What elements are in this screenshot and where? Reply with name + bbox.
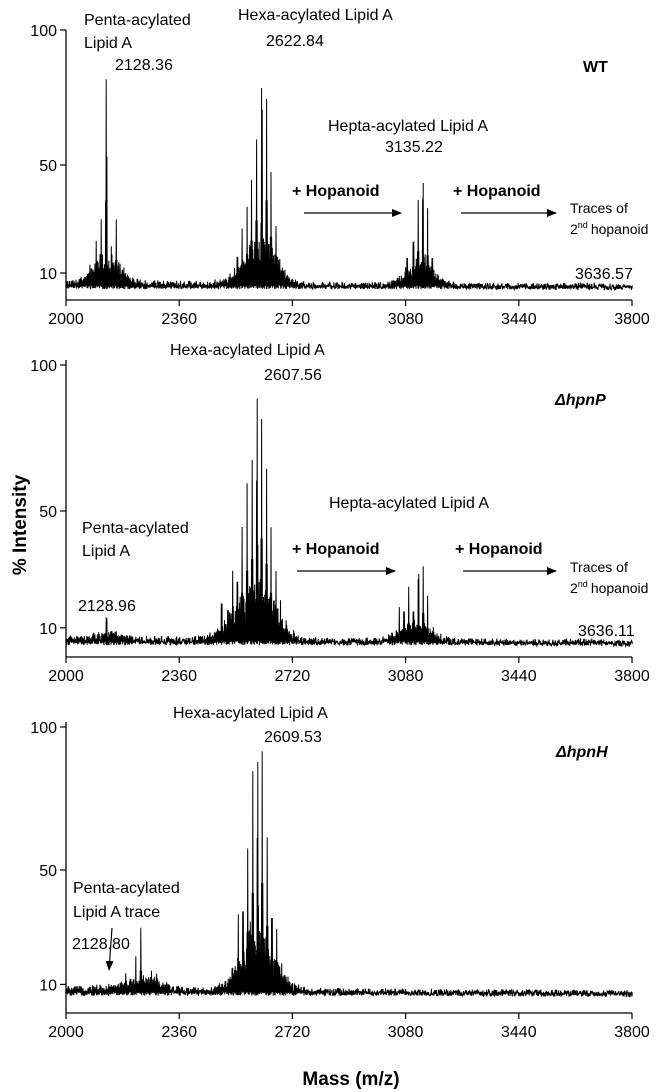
x-tick-label: 2720 xyxy=(275,668,311,685)
peak-label-2622: 2622.84 xyxy=(266,33,324,50)
x-tick-label: 3440 xyxy=(501,1024,537,1041)
panel-hpnh: 2000 2360 2720 3080 3440 3800 10 50 100 Hexa-acy… xyxy=(30,705,650,1041)
hepta-label: Hepta-acylated Lipid A xyxy=(329,495,489,512)
hopanoid-label-2: + Hopanoid xyxy=(453,183,541,200)
x-tick-label: 2720 xyxy=(275,1024,311,1041)
hopanoid-label-2: + Hopanoid xyxy=(455,541,543,558)
penta-label-line1: Penta-acylated xyxy=(73,880,180,897)
spectrum-trace xyxy=(65,398,633,649)
y-tick-label: 50 xyxy=(39,158,57,175)
x-tick-label: 3800 xyxy=(614,668,650,685)
penta-label-line2: Lipid A trace xyxy=(73,904,160,921)
axis-ticks: 2000 2360 2720 3080 3440 3800 10 50 100 xyxy=(30,358,650,685)
peak-label-3135: 3135.22 xyxy=(385,139,443,156)
x-tick-label: 3440 xyxy=(501,668,537,685)
hexa-label: Hexa-acylated Lipid A xyxy=(173,705,328,722)
y-tick-label: 10 xyxy=(39,977,57,994)
y-tick-label: 50 xyxy=(39,504,57,521)
y-tick-label: 100 xyxy=(30,358,57,375)
x-tick-label: 3080 xyxy=(388,311,424,328)
axis-ticks: 2000 2360 2720 3080 3440 3800 10 50 100 xyxy=(30,720,650,1041)
x-tick-label: 3080 xyxy=(388,668,424,685)
axis-ticks: 2000 2360 2720 3080 3440 3800 10 50 100 xyxy=(30,23,650,328)
x-tick-label: 2720 xyxy=(275,311,311,328)
traces-label-line1: Traces of xyxy=(570,200,628,216)
y-tick-label: 100 xyxy=(30,720,57,737)
x-tick-label: 3800 xyxy=(614,1024,650,1041)
spectrum-trace xyxy=(65,751,633,998)
x-tick-label: 2360 xyxy=(161,1024,197,1041)
penta-label-line2: Lipid A xyxy=(82,543,130,560)
penta-label-line1: Penta-acylated xyxy=(82,520,189,537)
peak-label-2609: 2609.53 xyxy=(264,729,322,746)
peak-label-2128: 2128.80 xyxy=(72,936,130,953)
panel-hpnp: 2000 2360 2720 3080 3440 3800 10 50 100 Hexa-acy… xyxy=(30,342,650,685)
strain-label: ΔhpnH xyxy=(555,744,608,761)
peak-label-2607: 2607.56 xyxy=(264,367,322,384)
traces-label-line2: 2nd hopanoid xyxy=(570,220,648,237)
traces-label-line2: 2nd hopanoid xyxy=(570,579,648,596)
hexa-label: Hexa-acylated Lipid A xyxy=(170,342,325,359)
x-tick-label: 3800 xyxy=(614,311,650,328)
arrow-penta xyxy=(105,927,114,971)
x-tick-label: 2360 xyxy=(161,311,197,328)
y-tick-label: 50 xyxy=(39,863,57,880)
peak-label-3636: 3636.11 xyxy=(578,623,635,640)
y-tick-label: 10 xyxy=(39,621,57,638)
x-axis-title: Mass (m/z) xyxy=(302,1069,399,1090)
hexa-label: Hexa-acylated Lipid A xyxy=(238,7,393,24)
y-tick-label: 100 xyxy=(30,23,57,40)
spectrum-trace xyxy=(65,79,633,291)
x-tick-label: 3440 xyxy=(501,311,537,328)
x-tick-label: 2000 xyxy=(48,311,84,328)
penta-label-line2: Lipid A xyxy=(84,35,132,52)
x-tick-label: 3080 xyxy=(388,1024,424,1041)
y-tick-label: 10 xyxy=(39,266,57,283)
hopanoid-label-1: + Hopanoid xyxy=(292,183,380,200)
x-tick-label: 2360 xyxy=(161,668,197,685)
strain-label: WT xyxy=(583,59,608,76)
peak-label-2128: 2128.36 xyxy=(115,57,173,74)
traces-label-line1: Traces of xyxy=(570,559,628,575)
peak-label-3636: 3636.57 xyxy=(575,266,633,283)
peak-label-2128: 2128.96 xyxy=(78,598,136,615)
y-axis-title: % Intensity xyxy=(10,474,31,575)
panel-wt: 2000 2360 2720 3080 3440 3800 10 50 100 Penta-ac… xyxy=(30,7,650,328)
hepta-label: Hepta-acylated Lipid A xyxy=(328,118,488,135)
strain-label: ΔhpnP xyxy=(554,392,606,409)
x-tick-label: 2000 xyxy=(48,668,84,685)
hopanoid-label-1: + Hopanoid xyxy=(292,541,380,558)
penta-label-line1: Penta-acylated xyxy=(84,12,191,29)
x-tick-label: 2000 xyxy=(48,1024,84,1041)
